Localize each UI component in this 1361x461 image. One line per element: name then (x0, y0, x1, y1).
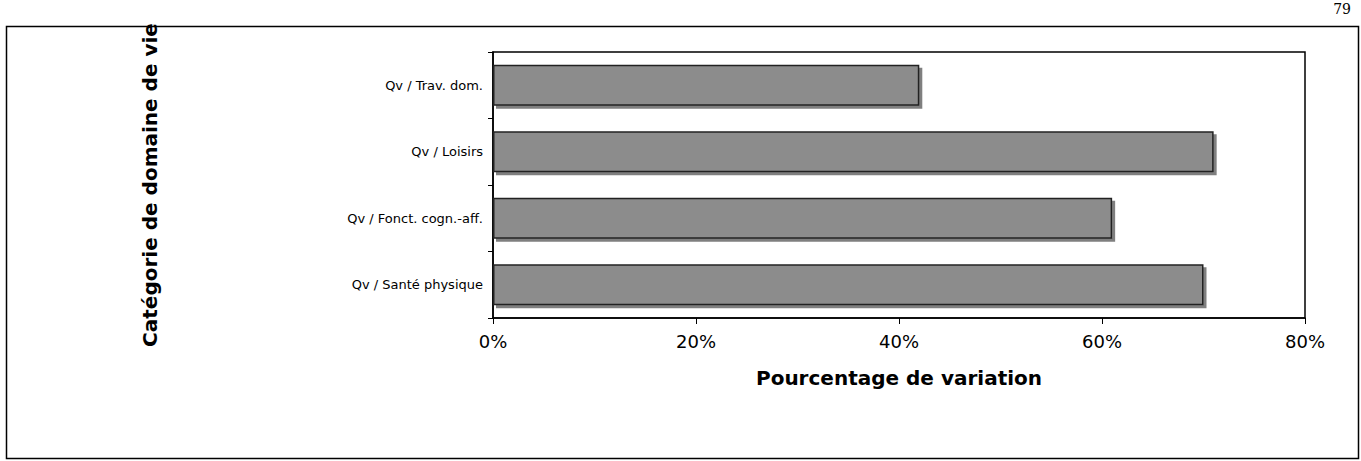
svg-text:Qv / Trav. dom.: Qv / Trav. dom. (385, 78, 483, 93)
svg-text:40%: 40% (879, 331, 919, 352)
svg-text:Qv / Fonct. cogn.-aff.: Qv / Fonct. cogn.-aff. (347, 211, 483, 226)
svg-text:80%: 80% (1285, 331, 1325, 352)
svg-text:0%: 0% (479, 331, 508, 352)
svg-text:79: 79 (1333, 1, 1351, 17)
svg-text:20%: 20% (676, 331, 716, 352)
svg-text:Pourcentage de variation: Pourcentage de variation (756, 366, 1042, 390)
svg-text:Qv / Loisirs: Qv / Loisirs (411, 144, 483, 159)
svg-text:Qv / Santé physique: Qv / Santé physique (352, 277, 483, 292)
svg-text:60%: 60% (1082, 331, 1122, 352)
svg-text:Catégorie de domaine de vie: Catégorie de domaine de vie (138, 23, 162, 347)
